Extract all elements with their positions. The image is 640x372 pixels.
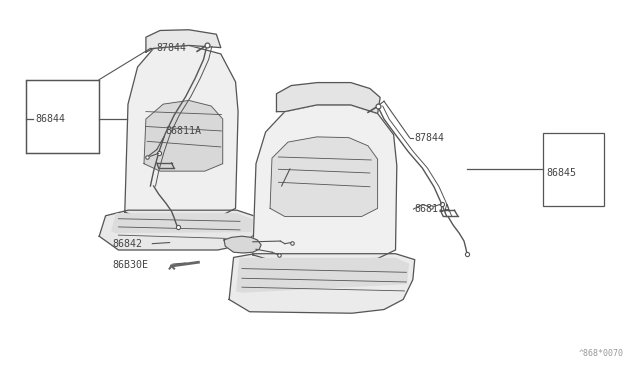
Bar [543,133,604,206]
Text: 86811A: 86811A [415,204,451,214]
Polygon shape [276,83,380,113]
Text: 86B30E: 86B30E [112,260,148,270]
Text: 87844: 87844 [156,44,186,53]
Polygon shape [270,137,378,217]
Text: 86843: 86843 [291,158,321,168]
Polygon shape [253,105,397,260]
Polygon shape [229,254,415,313]
Polygon shape [224,236,261,253]
Polygon shape [112,214,253,232]
Text: 86845: 86845 [546,168,576,178]
Polygon shape [146,30,221,52]
Bar [26,80,99,153]
Text: 86842: 86842 [112,239,142,248]
Polygon shape [144,100,223,171]
Polygon shape [99,210,256,250]
Text: 86811A: 86811A [165,126,201,136]
Text: 86844: 86844 [35,114,65,124]
Text: 87844: 87844 [415,133,445,142]
Polygon shape [125,45,238,219]
Polygon shape [237,259,408,292]
Text: ^868*0070: ^868*0070 [579,349,624,358]
